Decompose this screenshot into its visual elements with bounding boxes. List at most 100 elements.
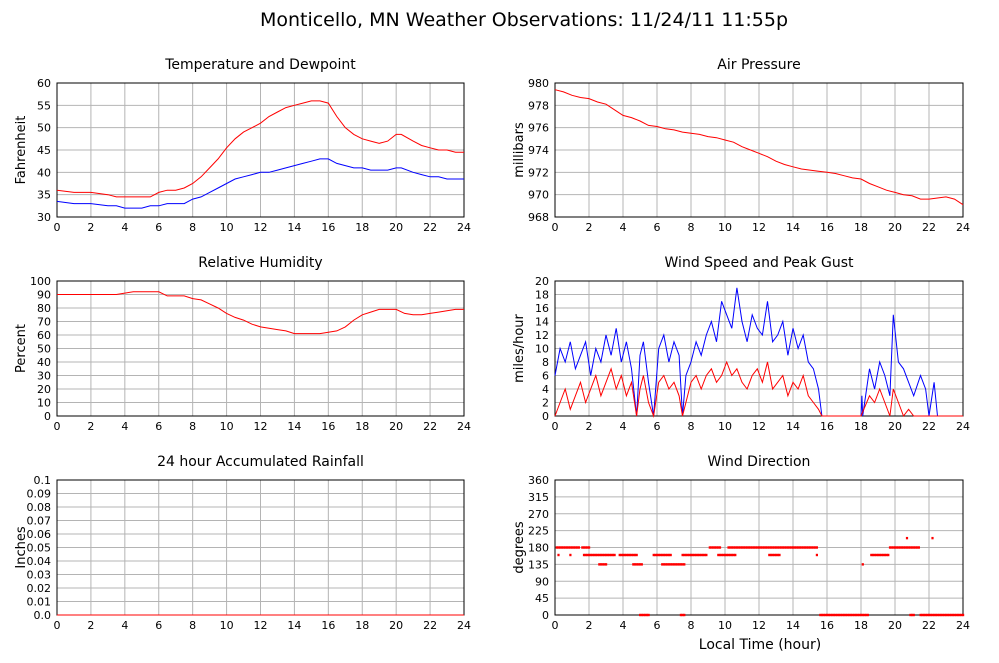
wind-direction-point <box>732 546 735 549</box>
wind-direction-point <box>693 553 696 557</box>
x-tick-label: 8 <box>189 420 196 433</box>
y-tick-label: 0.02 <box>27 582 52 595</box>
wind-direction-point <box>557 553 560 557</box>
chart-title: Air Pressure <box>717 57 800 73</box>
wind-direction-point <box>666 553 669 557</box>
y-axis-label: miles/hour <box>512 313 527 382</box>
y-tick-label: 16 <box>535 302 549 315</box>
x-tick-label: 14 <box>786 420 800 433</box>
x-tick-label: 22 <box>922 420 936 433</box>
wind-direction-point <box>613 553 616 557</box>
wind-direction-point <box>601 563 604 566</box>
wind-direction-point <box>866 613 869 617</box>
wind-direction-point <box>786 546 790 549</box>
wind-direction-point <box>933 613 936 617</box>
wind-direction-point <box>608 553 611 557</box>
wind-direction-point <box>887 553 890 557</box>
x-tick-label: 6 <box>654 221 661 234</box>
series-line-1 <box>56 158 464 209</box>
x-tick-label: 24 <box>457 619 471 632</box>
wind-direction-point <box>792 546 795 549</box>
wind-direction-point <box>939 613 943 617</box>
wind-direction-point <box>849 613 852 617</box>
y-tick-label: 60 <box>37 77 51 90</box>
wind-direction-point <box>730 546 733 549</box>
wind-direction-point <box>917 546 920 549</box>
wind-direction-point <box>938 613 941 617</box>
x-tick-label: 10 <box>718 420 732 433</box>
wind-direction-point <box>851 613 854 617</box>
y-tick-label: 974 <box>528 144 549 157</box>
x-tick-label: 0 <box>54 619 61 632</box>
wind-direction-point <box>599 563 603 566</box>
chart-title: Wind Direction <box>708 454 811 470</box>
wind-direction-point <box>822 613 825 617</box>
wind-direction-point <box>815 546 818 549</box>
wind-direction-point <box>555 546 558 549</box>
wind-direction-point <box>671 563 674 566</box>
wind-direction-point <box>640 613 643 617</box>
wind-direction-point <box>778 553 781 557</box>
y-tick-label: 4 <box>542 383 549 396</box>
chart-panel-3: 0 2 4 6 8 10 12 14 16 18 20 22 2402468101214161820Wi… <box>512 255 970 433</box>
y-tick-label: 0 <box>542 410 549 423</box>
wind-direction-point <box>581 546 584 549</box>
x-tick-label: 20 <box>389 619 403 632</box>
wind-direction-point <box>718 546 722 549</box>
x-tick-label: 0 <box>54 420 61 433</box>
plot-frame <box>554 280 964 417</box>
wind-direction-point <box>931 613 934 617</box>
wind-direction-point <box>722 553 725 557</box>
wind-direction-point <box>912 613 915 617</box>
wind-direction-point <box>584 546 587 549</box>
y-axis-label: Inches <box>14 526 29 568</box>
x-tick-label: 20 <box>888 221 902 234</box>
y-tick-label: 55 <box>37 99 51 112</box>
wind-direction-point <box>724 553 727 557</box>
wind-direction-point <box>795 546 798 549</box>
wind-direction-point <box>769 546 773 549</box>
plot-frame <box>56 280 465 417</box>
x-tick-label: 22 <box>423 221 437 234</box>
wind-direction-point <box>696 553 699 557</box>
wind-direction-point <box>664 553 667 557</box>
y-tick-label: 10 <box>37 397 51 410</box>
x-tick-label: 6 <box>155 619 162 632</box>
y-tick-label: 40 <box>37 166 51 179</box>
wind-direction-point <box>635 563 638 566</box>
wind-direction-point <box>962 613 965 617</box>
wind-direction-point <box>664 563 667 566</box>
wind-direction-point <box>802 546 805 549</box>
wind-direction-point <box>911 613 914 617</box>
wind-direction-point <box>688 553 691 557</box>
wind-direction-point <box>691 553 694 557</box>
wind-direction-point <box>805 546 808 549</box>
wind-direction-point <box>727 553 730 557</box>
wind-direction-point <box>946 613 949 617</box>
wind-direction-point <box>599 553 603 557</box>
y-tick-label: 135 <box>528 558 549 571</box>
wind-direction-point <box>683 563 686 566</box>
wind-direction-point <box>858 613 861 617</box>
x-tick-label: 6 <box>654 619 661 632</box>
wind-direction-point <box>637 563 640 566</box>
wind-direction-point <box>768 553 771 557</box>
wind-direction-point <box>703 553 706 557</box>
x-tick-label: 14 <box>786 619 800 632</box>
wind-direction-point <box>871 553 875 557</box>
x-tick-label: 14 <box>786 221 800 234</box>
wind-direction-point <box>576 546 579 549</box>
wind-direction-point <box>776 546 779 549</box>
wind-direction-point <box>569 546 572 549</box>
wind-direction-point <box>953 613 956 617</box>
wind-direction-point <box>945 613 948 617</box>
y-tick-label: 980 <box>528 77 549 90</box>
wind-direction-point <box>727 546 730 549</box>
x-tick-label: 2 <box>87 619 94 632</box>
x-tick-label: 24 <box>956 619 970 632</box>
y-tick-label: 270 <box>528 508 549 521</box>
x-tick-label: 8 <box>189 221 196 234</box>
wind-direction-point <box>666 563 669 566</box>
wind-direction-point <box>916 546 919 549</box>
x-tick-label: 6 <box>654 420 661 433</box>
